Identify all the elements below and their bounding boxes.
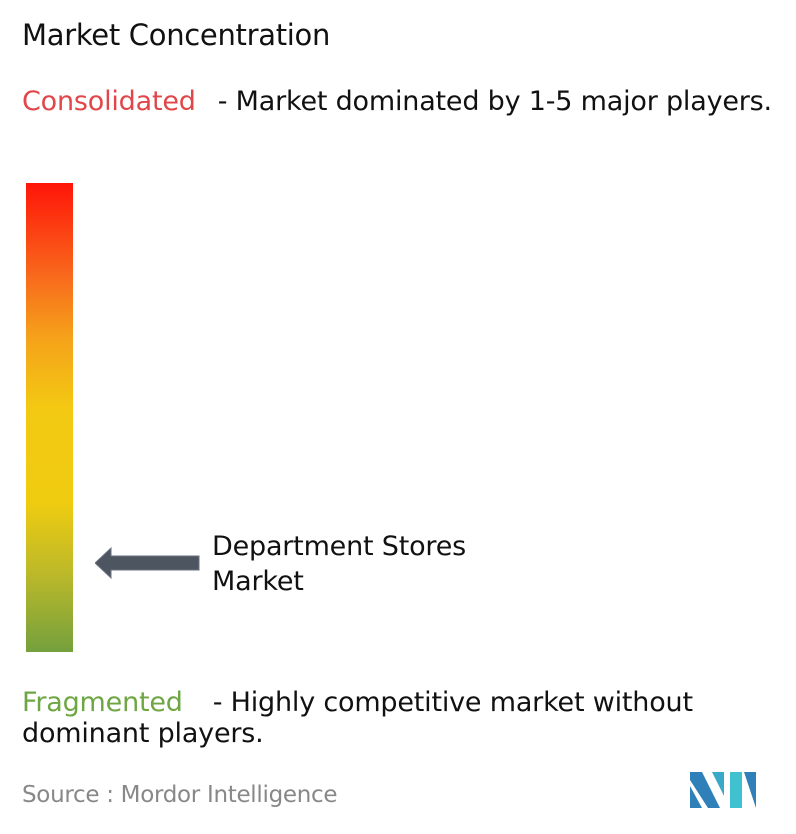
- consolidated-legend: Consolidated - Market dominated by 1-5 ma…: [22, 86, 792, 117]
- page-title: Market Concentration: [22, 18, 331, 52]
- market-position-arrow-icon: [95, 546, 200, 580]
- source-text: Source : Mordor Intelligence: [22, 782, 338, 808]
- market-position-label: Department Stores Market: [212, 530, 466, 597]
- consolidated-label: Consolidated: [22, 86, 196, 117]
- fragmented-label: Fragmented: [22, 687, 183, 718]
- concentration-gradient-bar: [26, 183, 73, 652]
- fragmented-legend: Fragmented - Highly competitive market wi…: [22, 687, 792, 749]
- consolidated-description: - Market dominated by 1-5 major players.: [217, 86, 772, 117]
- fragmented-description: - Highly competitive market without domi…: [22, 687, 693, 749]
- mordor-intelligence-logo-icon: [690, 772, 756, 808]
